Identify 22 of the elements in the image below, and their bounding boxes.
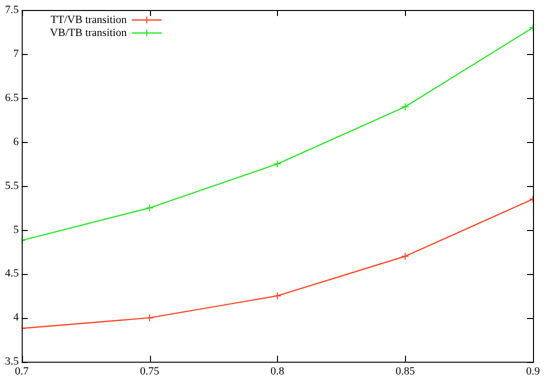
y-tick-label: 6 <box>13 136 20 148</box>
legend-label: VB/TB transition <box>50 26 128 39</box>
x-tick-label: 0.85 <box>396 365 416 378</box>
point <box>401 102 410 111</box>
x-tick-label: 0.8 <box>270 365 285 378</box>
point <box>273 292 282 300</box>
y-tick-label: 6.5 <box>5 92 20 104</box>
y-tick-label: 4 <box>13 312 20 324</box>
y-tick-label: 3.5 <box>5 356 20 368</box>
x-tick-label: 0.7 <box>14 365 30 378</box>
x-tick-label: 0.9 <box>526 365 540 378</box>
point <box>146 204 154 212</box>
y-tick-label: 5 <box>13 224 20 236</box>
point <box>273 160 282 168</box>
point <box>146 314 154 322</box>
y-tick-label: 5.5 <box>5 180 20 192</box>
point <box>401 252 410 260</box>
y-tick-label: 7 <box>13 48 20 60</box>
y-tick-label: 7.5 <box>5 4 20 16</box>
x-tick-label: 0.75 <box>140 365 160 378</box>
y-tick-label: 4.5 <box>5 268 20 280</box>
legend-label: TT/VB transition <box>50 14 128 26</box>
